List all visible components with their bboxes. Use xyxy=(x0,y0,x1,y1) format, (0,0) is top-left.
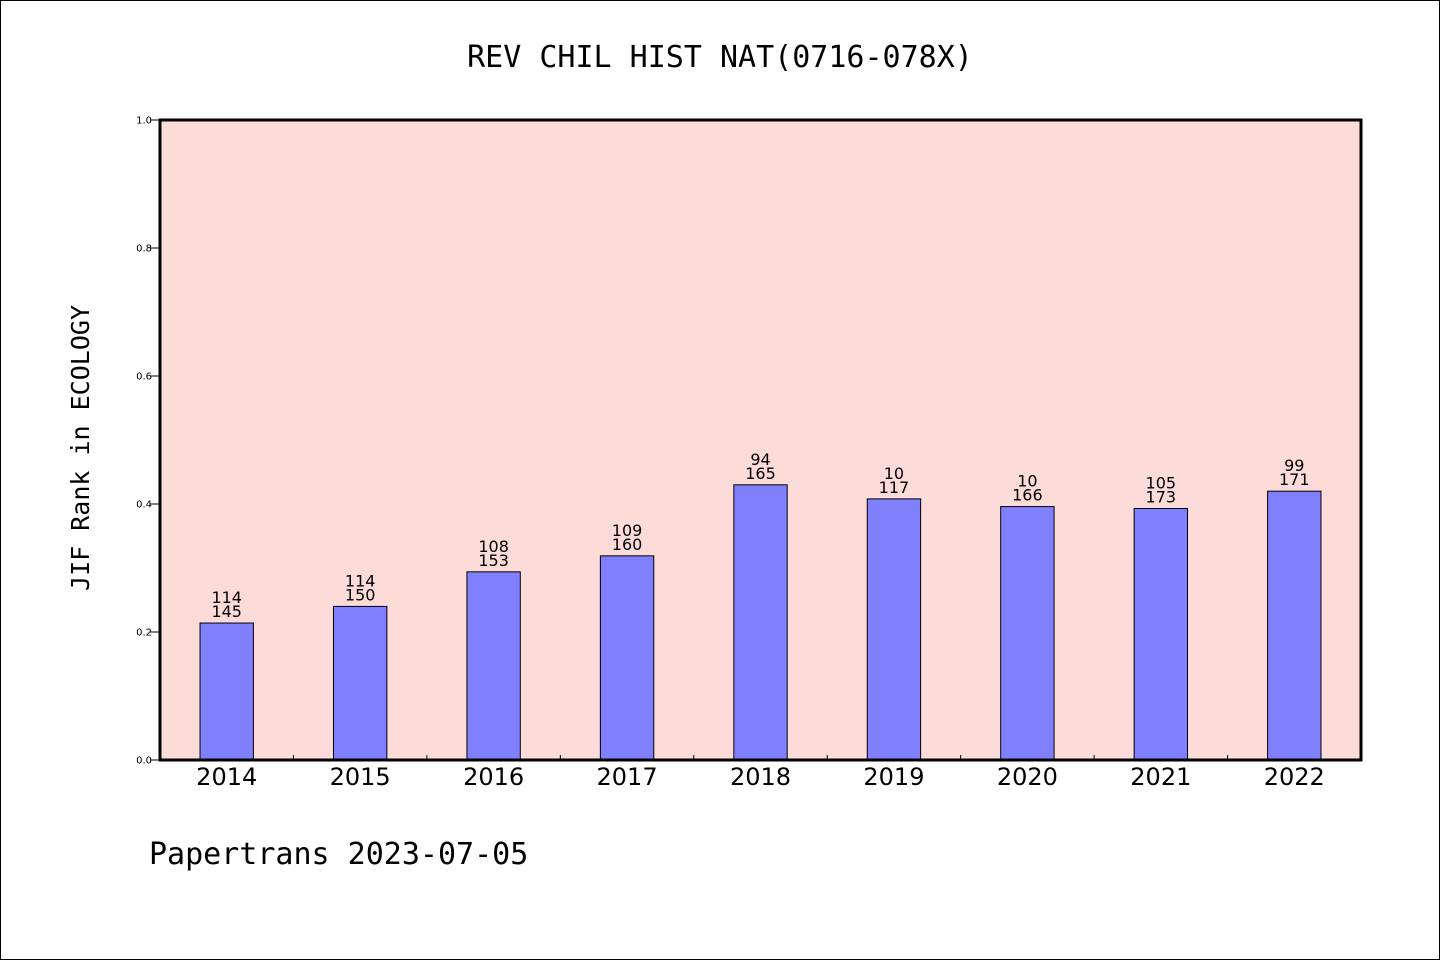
bar-2019 xyxy=(866,498,922,761)
x-tick-label-2018: 2018 xyxy=(730,763,791,791)
data-label-total-2019: 117 xyxy=(879,478,910,497)
data-label-rank-2018: 94 xyxy=(750,450,770,469)
y-tick-label: 0.6 xyxy=(136,372,152,383)
y-tick-label: 1.0 xyxy=(136,116,152,127)
bar-2017 xyxy=(599,555,655,761)
data-label-rank-2017: 109 xyxy=(612,521,643,540)
y-tick-label: 0.2 xyxy=(136,628,152,639)
y-axis: 0.0 0.2 0.4 0.6 0.8 1.0 xyxy=(136,116,160,767)
data-label-rank-2019: 10 xyxy=(884,464,904,483)
x-axis: 2014 2015 2016 2017 2018 2019 2020 2021 2022 xyxy=(196,755,1325,791)
data-label-rank-2015: 114 xyxy=(345,571,376,590)
plot-border xyxy=(158,118,1363,762)
x-tick-label-2014: 2014 xyxy=(196,763,257,791)
bars-layer xyxy=(199,484,1322,761)
data-label-rank-2014: 114 xyxy=(211,588,242,607)
x-tick-label-2017: 2017 xyxy=(597,763,658,791)
bar-2020 xyxy=(1000,506,1055,761)
data-label-total-2021: 173 xyxy=(1146,487,1177,506)
x-tick-label-2015: 2015 xyxy=(330,763,391,791)
y-tick-label: 0.0 xyxy=(136,756,152,767)
data-label-total-2017: 160 xyxy=(612,535,643,554)
x-tick-label-2022: 2022 xyxy=(1264,763,1325,791)
y-axis-label: JIF Rank in ECOLOGY xyxy=(66,305,95,591)
bar-2014 xyxy=(199,622,254,761)
data-label-total-2015: 150 xyxy=(345,585,376,604)
data-label-rank-2016: 108 xyxy=(478,537,509,556)
data-label-rank-2021: 105 xyxy=(1146,473,1177,492)
bar-2021 xyxy=(1133,507,1189,761)
data-label-total-2018: 165 xyxy=(745,464,776,483)
bar-2015 xyxy=(332,605,388,761)
x-tick-label-2016: 2016 xyxy=(463,763,524,791)
x-tick-label-2021: 2021 xyxy=(1130,763,1191,791)
bar-2016 xyxy=(466,571,521,761)
footer-watermark: Papertrans 2023-07-05 xyxy=(149,837,528,872)
data-label-rank-2022: 99 xyxy=(1284,456,1304,475)
data-label-total-2022: 171 xyxy=(1279,470,1310,489)
data-label-total-2014: 145 xyxy=(211,602,242,621)
chart-title: REV CHIL HIST NAT(0716-078X) xyxy=(467,40,973,75)
data-label-rank-2020: 10 xyxy=(1017,472,1037,491)
x-tick-label-2020: 2020 xyxy=(997,763,1058,791)
data-label-total-2020: 166 xyxy=(1012,486,1043,505)
y-tick-label: 0.8 xyxy=(136,244,152,255)
y-tick-label: 0.4 xyxy=(136,500,152,511)
data-label-total-2016: 153 xyxy=(478,551,509,570)
bar-2018 xyxy=(733,484,788,761)
bar-2022 xyxy=(1267,490,1322,761)
x-tick-label-2019: 2019 xyxy=(863,763,924,791)
